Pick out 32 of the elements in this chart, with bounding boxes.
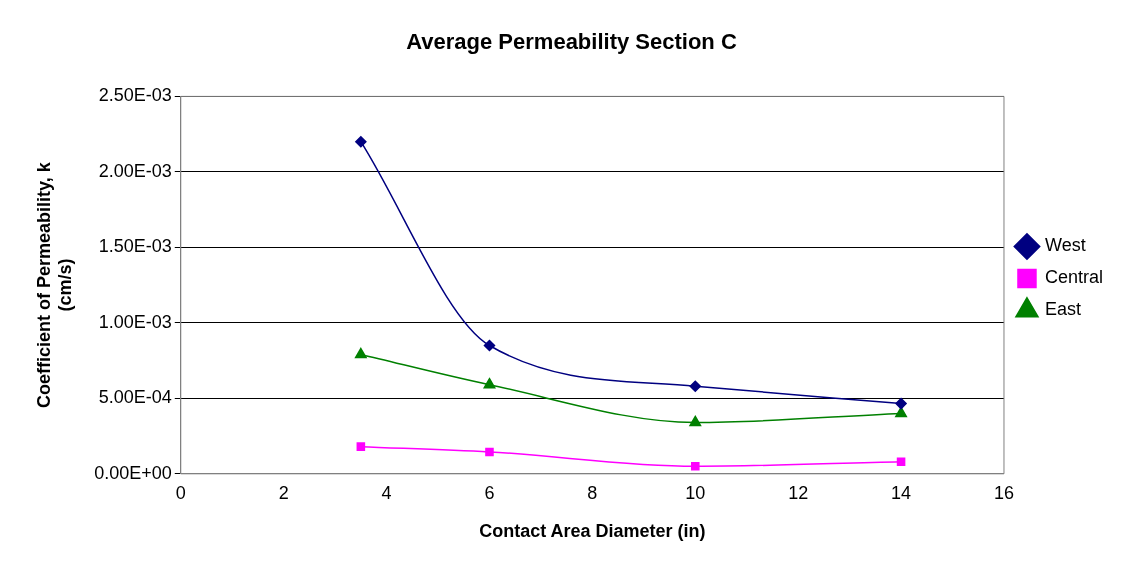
x-tick-label: 14	[891, 482, 912, 503]
point	[690, 461, 700, 471]
point	[354, 347, 367, 359]
x-axis-title: Contact Area Diameter (in)	[479, 521, 706, 542]
y-tick-label: 1.50E-03	[98, 236, 172, 257]
x-tick-label: 6	[484, 482, 495, 503]
x-tick-label: 4	[381, 482, 392, 503]
x-tick-label: 0	[175, 482, 186, 503]
chart-title: Average Permeability Section C	[406, 29, 737, 55]
y-axis-title: Coefficient of Permeability, k (cm/s)	[33, 161, 76, 408]
point	[355, 135, 367, 148]
point	[483, 339, 496, 352]
y-tick-label: 2.00E-03	[98, 160, 172, 181]
point	[689, 415, 702, 427]
x-tick-label: 12	[788, 482, 809, 503]
x-tick-label: 8	[587, 482, 598, 503]
legend-label: East	[1044, 299, 1082, 320]
y-tick-label: 1.00E-03	[98, 311, 172, 332]
point	[485, 447, 494, 457]
x-tick-label: 2	[278, 482, 289, 503]
x-tick-label: 10	[685, 482, 706, 503]
y-tick-label: 0.00E+00	[94, 462, 172, 483]
point	[356, 442, 366, 451]
point	[689, 380, 702, 392]
legend-label: West	[1044, 235, 1086, 256]
legend-label: Central	[1044, 267, 1104, 288]
point	[483, 377, 496, 389]
y-tick-label: 2.50E-03	[98, 85, 172, 106]
point	[896, 457, 906, 467]
x-tick-label: 16	[993, 482, 1014, 503]
point	[895, 397, 907, 410]
y-tick-label: 5.00E-04	[98, 387, 172, 408]
